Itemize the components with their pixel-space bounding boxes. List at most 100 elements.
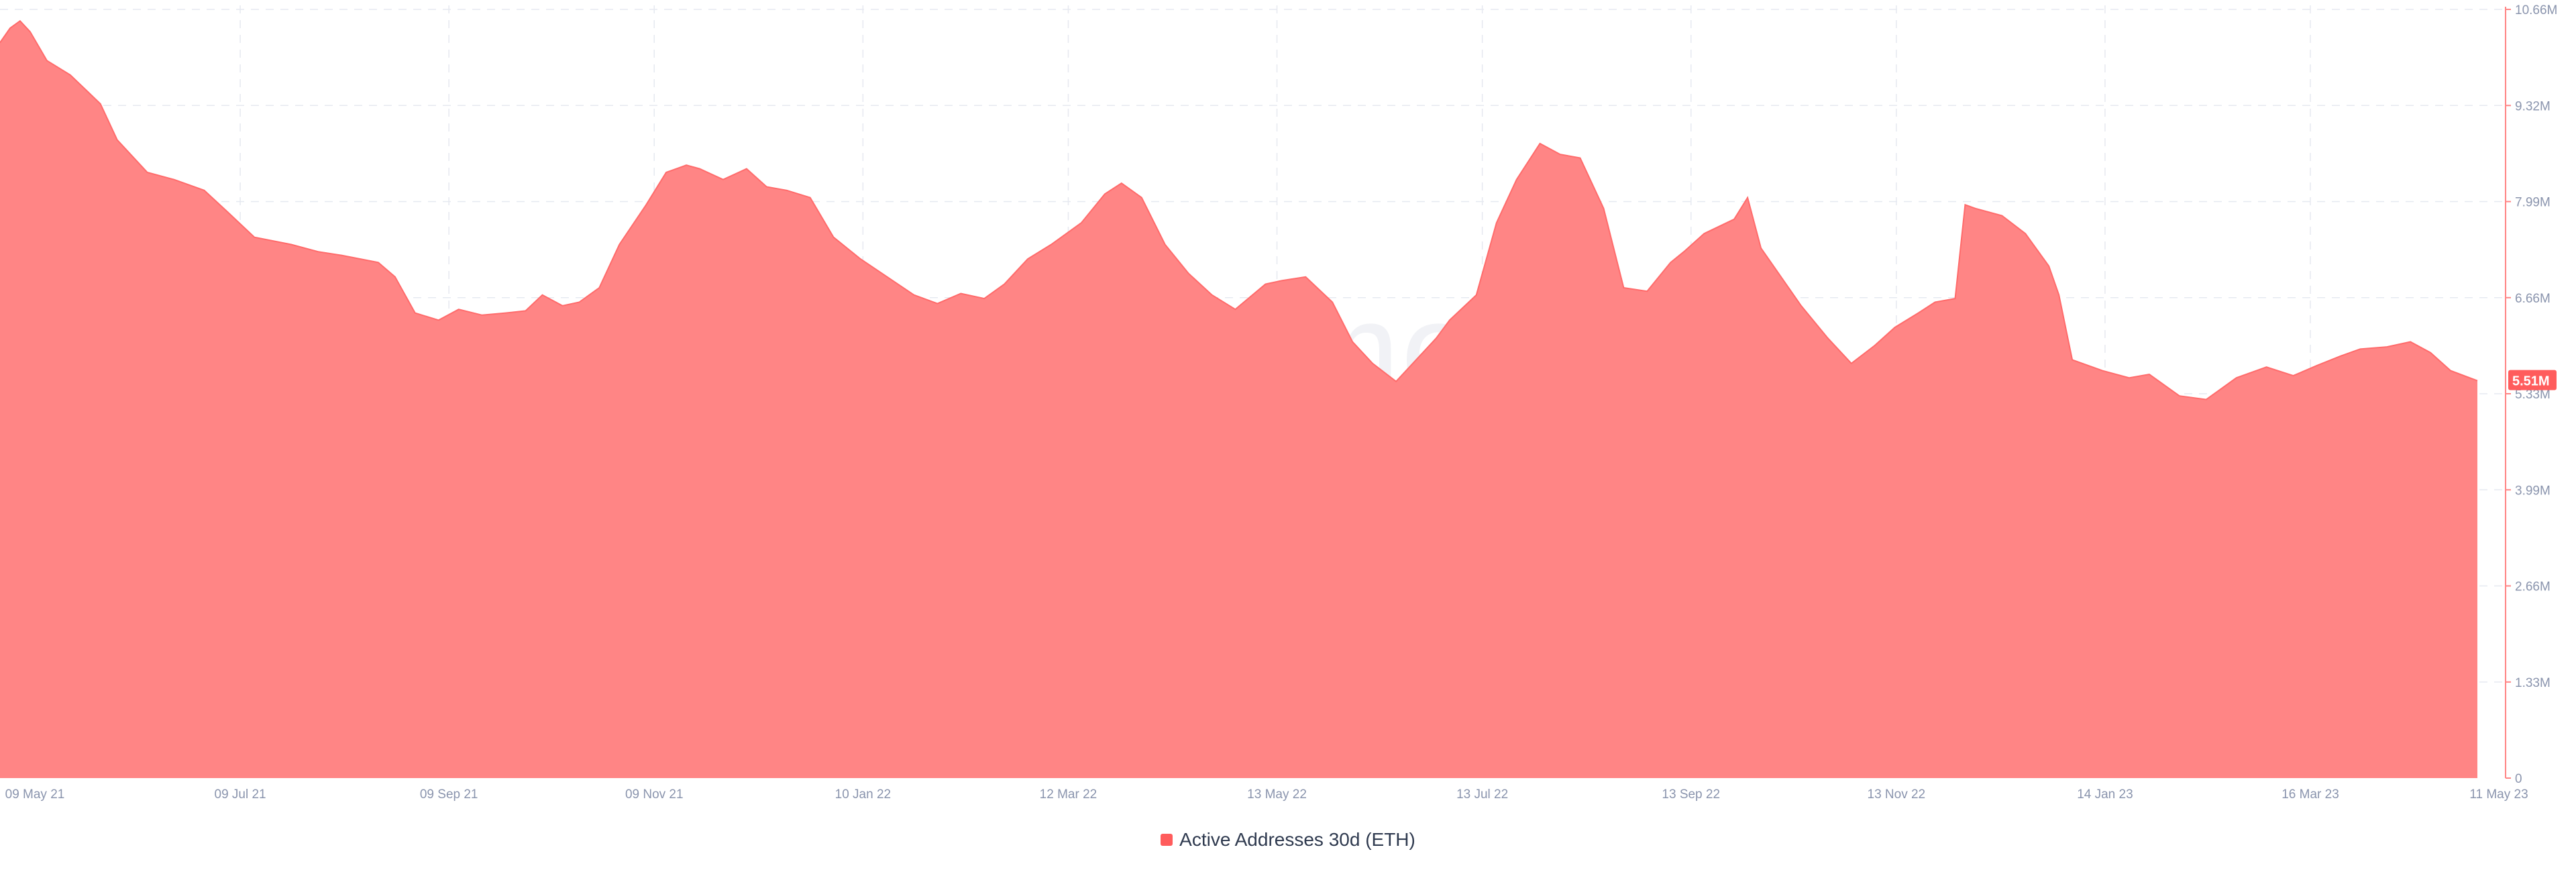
data-point[interactable] [886, 276, 889, 278]
data-point[interactable] [1331, 301, 1334, 304]
data-point[interactable] [504, 312, 507, 315]
data-point[interactable] [1603, 207, 1605, 210]
data-point[interactable] [959, 292, 962, 295]
data-point[interactable] [414, 312, 417, 315]
data-point[interactable] [745, 168, 748, 170]
data-point[interactable] [1703, 232, 1705, 235]
data-point[interactable] [1934, 301, 1937, 304]
data-point[interactable] [1733, 218, 1735, 221]
data-point[interactable] [1104, 193, 1106, 195]
data-point[interactable] [1800, 305, 1803, 307]
data-point[interactable] [2235, 376, 2238, 379]
data-point[interactable] [481, 314, 484, 317]
data-point[interactable] [1026, 258, 1029, 260]
data-point[interactable] [1974, 207, 1976, 210]
data-point[interactable] [99, 103, 102, 105]
data-point[interactable] [2148, 373, 2151, 376]
data-point[interactable] [2205, 398, 2208, 401]
data-point[interactable] [1954, 297, 1957, 300]
data-point[interactable] [1475, 294, 1478, 296]
data-point[interactable] [2409, 341, 2412, 343]
data-point[interactable] [46, 59, 48, 62]
data-point[interactable] [29, 30, 32, 33]
data-point[interactable] [19, 19, 21, 22]
data-point[interactable] [645, 203, 647, 206]
data-point[interactable] [1827, 337, 1829, 339]
data-point[interactable] [1304, 276, 1307, 278]
data-point[interactable] [786, 189, 788, 192]
data-point[interactable] [2265, 366, 2268, 368]
data-point[interactable] [1281, 279, 1283, 282]
data-point[interactable] [1371, 362, 1374, 365]
data-point[interactable] [1395, 380, 1397, 383]
data-point[interactable] [2476, 380, 2479, 382]
data-point[interactable] [1539, 142, 1542, 145]
data-point[interactable] [665, 171, 667, 174]
data-point[interactable] [340, 254, 343, 257]
data-point[interactable] [1187, 272, 1190, 275]
data-point[interactable] [2000, 215, 2003, 217]
data-point[interactable] [2292, 374, 2295, 377]
data-point[interactable] [1120, 182, 1123, 184]
data-point[interactable] [317, 250, 319, 253]
data-point[interactable] [290, 243, 292, 246]
data-point[interactable] [809, 197, 812, 199]
data-point[interactable] [578, 301, 580, 304]
data-point[interactable] [598, 286, 600, 289]
data-point[interactable] [394, 276, 396, 278]
data-point[interactable] [525, 309, 527, 312]
data-point[interactable] [2359, 347, 2361, 350]
data-point[interactable] [1234, 308, 1237, 311]
data-point[interactable] [9, 27, 11, 30]
data-point[interactable] [253, 236, 256, 239]
data-point[interactable] [1164, 243, 1167, 246]
data-point[interactable] [983, 297, 985, 300]
data-point[interactable] [1894, 326, 1896, 329]
data-point[interactable] [1780, 276, 1782, 278]
data-point[interactable] [437, 319, 440, 321]
data-point[interactable] [203, 189, 205, 192]
data-point[interactable] [1495, 221, 1498, 224]
data-point[interactable] [1964, 203, 1966, 206]
data-point[interactable] [859, 258, 862, 260]
data-point[interactable] [1646, 290, 1648, 292]
data-point[interactable] [1264, 283, 1267, 286]
data-point[interactable] [1211, 294, 1214, 296]
data-point[interactable] [1850, 362, 1853, 365]
data-point[interactable] [1080, 221, 1083, 224]
data-point[interactable] [1050, 243, 1053, 246]
data-point[interactable] [69, 74, 72, 76]
data-point[interactable] [2128, 376, 2131, 379]
data-point[interactable] [1669, 261, 1672, 264]
data-point[interactable] [1579, 157, 1582, 160]
data-point[interactable] [173, 178, 176, 181]
data-point[interactable] [1874, 344, 1876, 347]
data-point[interactable] [1003, 283, 1006, 286]
data-point[interactable] [618, 243, 621, 246]
data-point[interactable] [1351, 341, 1354, 343]
data-point[interactable] [226, 211, 229, 213]
data-point[interactable] [561, 305, 564, 307]
data-point[interactable] [2178, 394, 2181, 397]
data-point[interactable] [1448, 319, 1451, 321]
data-point[interactable] [936, 303, 938, 305]
data-point[interactable] [2449, 370, 2452, 372]
data-point[interactable] [1515, 178, 1518, 181]
data-point[interactable] [2057, 294, 2060, 296]
data-point[interactable] [377, 261, 380, 264]
data-point[interactable] [2385, 345, 2388, 348]
data-point[interactable] [1140, 197, 1143, 199]
data-point[interactable] [1917, 312, 1920, 315]
data-point[interactable] [2024, 232, 2027, 235]
data-point[interactable] [1435, 337, 1438, 339]
data-point[interactable] [2047, 265, 2050, 268]
data-point[interactable] [146, 171, 149, 174]
data-point[interactable] [685, 164, 688, 166]
data-point[interactable] [1760, 247, 1762, 250]
data-point[interactable] [765, 186, 768, 188]
data-point[interactable] [1682, 250, 1685, 253]
data-point[interactable] [2101, 370, 2104, 372]
data-point[interactable] [1559, 153, 1562, 156]
data-point[interactable] [1746, 197, 1749, 199]
data-point[interactable] [541, 294, 544, 296]
